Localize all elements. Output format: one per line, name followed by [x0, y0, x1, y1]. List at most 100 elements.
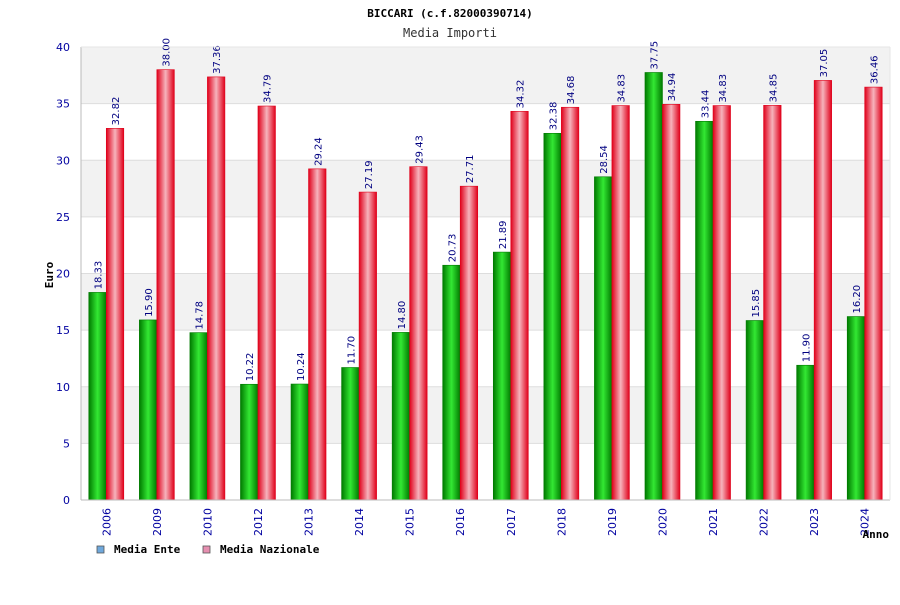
value-label: 11.70	[346, 336, 357, 365]
bar-media-nazionale-2022	[763, 105, 782, 501]
bar-media-nazionale-2013	[308, 168, 327, 501]
x-tick-labels: 2006 2009 2010 2012 2013 2014 2015 2016 2017 2018…	[100, 508, 871, 536]
value-label: 37.05	[819, 49, 830, 78]
y-tick-labels: 0 5 10 15 20 25 30 35 40	[56, 41, 70, 507]
bar-media-ente-2009	[139, 319, 158, 501]
value-label: 37.36	[212, 45, 223, 74]
x-tick-label: 2023	[808, 508, 821, 536]
bar-media-nazionale-2018	[561, 106, 580, 501]
bar-media-ente-2014	[341, 367, 360, 501]
value-label: 36.46	[869, 55, 880, 84]
x-tick-label: 2020	[656, 508, 669, 536]
value-label: 34.94	[667, 73, 678, 102]
x-tick-label: 2018	[555, 508, 568, 536]
value-label: 29.24	[313, 137, 324, 166]
value-label: 37.75	[650, 41, 661, 70]
x-tick-label: 2022	[758, 508, 771, 536]
bar-media-nazionale-2016	[459, 185, 479, 501]
y-axis-label: Euro	[43, 261, 56, 288]
x-tick-label: 2016	[454, 508, 467, 536]
value-label: 15.85	[751, 289, 762, 318]
axes-group	[80, 46, 891, 501]
value-label: 16.20	[852, 285, 863, 314]
value-label: 10.24	[296, 352, 307, 381]
x-tick-label: 2015	[404, 508, 417, 536]
y-tick-label: 30	[56, 154, 70, 167]
value-label: 34.83	[617, 74, 628, 103]
value-label: 20.73	[447, 234, 458, 263]
legend: Media Ente Media Nazionale	[96, 543, 320, 556]
legend-label-media-nazionale: Media Nazionale	[220, 543, 320, 556]
value-label: 15.90	[144, 288, 155, 317]
value-label: 27.71	[465, 155, 476, 184]
bar-media-nazionale-2010	[207, 76, 226, 501]
value-label: 34.32	[516, 80, 527, 109]
value-label: 38.00	[162, 38, 173, 67]
legend-swatch-media-nazionale	[202, 545, 211, 554]
bar-media-ente-2020	[644, 72, 663, 501]
x-tick-label: 2006	[100, 508, 113, 536]
y-tick-label: 40	[56, 41, 70, 54]
x-tick-label: 2013	[303, 508, 316, 536]
bar-media-ente-2024	[846, 316, 866, 501]
y-tick-label: 5	[63, 437, 70, 450]
value-label: 14.80	[397, 301, 408, 330]
bar-media-ente-2021	[695, 120, 714, 501]
bar-media-ente-2017	[492, 251, 512, 501]
bar-media-ente-2022	[745, 320, 764, 501]
x-tick-label: 2024	[859, 508, 872, 536]
x-tick-label: 2014	[353, 508, 366, 536]
value-label: 29.43	[414, 135, 425, 164]
y-tick-label: 15	[56, 324, 70, 337]
y-tick-label: 35	[56, 98, 70, 111]
value-label: 10.22	[245, 353, 256, 382]
bar-media-ente-2019	[594, 176, 613, 501]
y-tick-label: 25	[56, 211, 70, 224]
x-tick-label: 2010	[201, 508, 214, 536]
value-label: 34.79	[263, 74, 274, 103]
y-tick-label: 0	[63, 494, 70, 507]
bar-media-nazionale-2012	[257, 105, 276, 501]
legend-label-media-ente: Media Ente	[114, 543, 181, 556]
y-tick-label: 20	[56, 268, 70, 281]
chart-subtitle: Media Importi	[403, 26, 497, 40]
value-label: 21.89	[498, 220, 509, 249]
x-tick-label: 2012	[252, 508, 265, 536]
bar-media-ente-2015	[391, 332, 410, 501]
bar-media-nazionale-2015	[409, 166, 428, 501]
bar-media-nazionale-2021	[712, 105, 731, 501]
bar-media-ente-2010	[189, 332, 208, 501]
bar-media-ente-2023	[796, 364, 815, 501]
x-tick-label: 2019	[606, 508, 619, 536]
y-tick-label: 10	[56, 381, 70, 394]
bar-media-ente-2006	[88, 292, 107, 501]
bar-media-ente-2013	[290, 383, 309, 501]
bar-media-nazionale-2024	[864, 86, 883, 501]
x-axis-label: Anno	[863, 528, 890, 541]
bar-media-nazionale-2017	[510, 111, 529, 501]
value-labels-group: 18.33 32.82 15.90 38.00 14.78 37.36 10.22 34.79…	[94, 38, 881, 381]
value-label: 33.44	[700, 90, 711, 119]
bar-media-nazionale-2020	[662, 104, 681, 501]
legend-swatch-media-ente	[96, 545, 105, 554]
value-label: 14.78	[195, 301, 206, 330]
bar-media-ente-2012	[240, 383, 259, 501]
bar-media-nazionale-2014	[358, 191, 377, 501]
bars-group	[88, 69, 883, 501]
x-tick-label: 2009	[151, 508, 164, 536]
bar-media-nazionale-2023	[813, 80, 832, 501]
bar-media-ente-2016	[442, 264, 461, 501]
value-label: 32.38	[549, 102, 560, 131]
value-label: 32.82	[111, 97, 122, 126]
bar-media-nazionale-2009	[156, 69, 175, 501]
value-label: 18.33	[94, 261, 105, 290]
bar-media-ente-2018	[543, 132, 562, 501]
chart-title: BICCARI (c.f.82000390714)	[367, 7, 533, 20]
value-label: 27.19	[364, 160, 375, 189]
value-label: 34.85	[768, 74, 779, 103]
x-tick-label: 2021	[707, 508, 720, 536]
value-label: 34.68	[566, 76, 577, 105]
bar-media-nazionale-2019	[611, 105, 630, 501]
